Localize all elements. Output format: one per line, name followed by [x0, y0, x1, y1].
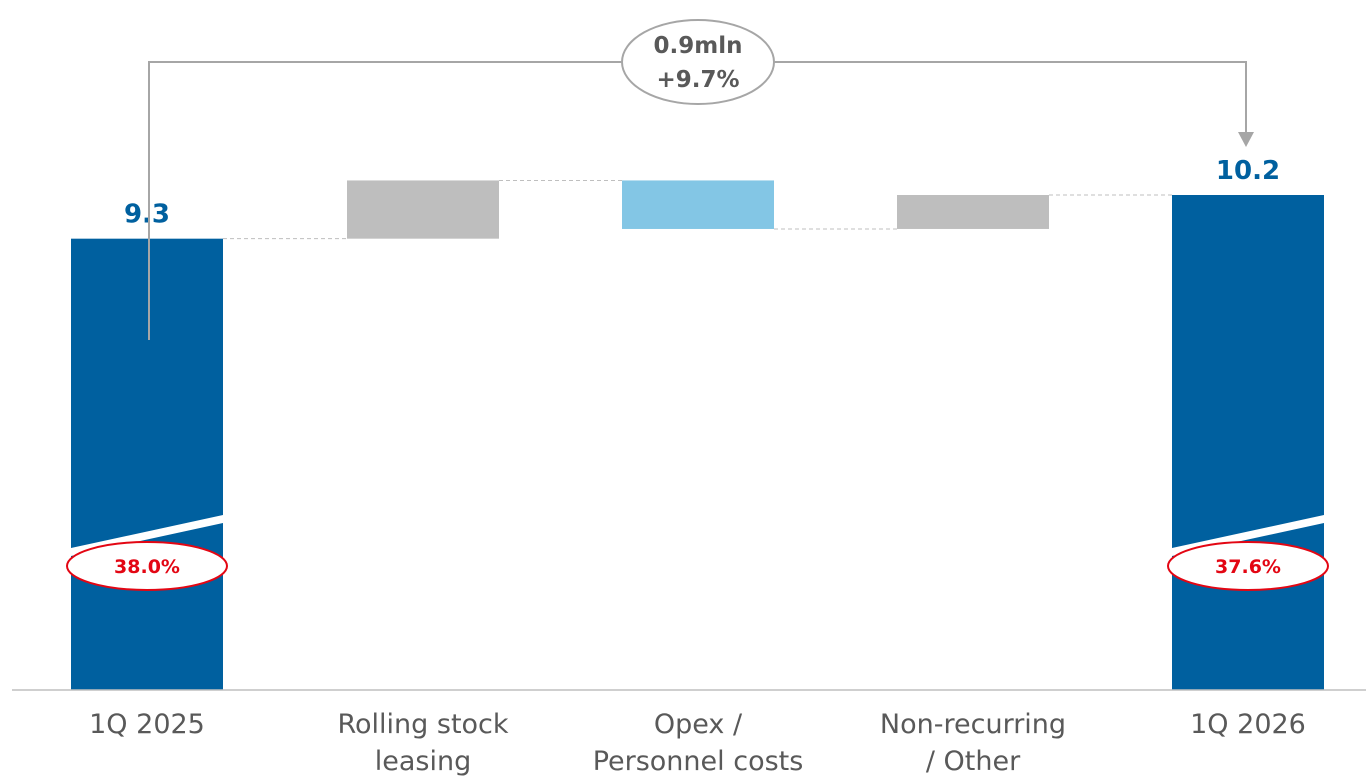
x-tick-label: Personnel costs	[593, 746, 804, 777]
x-tick-label: 1Q 2026	[1190, 709, 1306, 740]
total-value-label: 9.3	[124, 200, 170, 230]
overlays: 38.0% 37.6%	[66, 515, 1329, 591]
total-value-label: 10.2	[1216, 156, 1280, 186]
margin-label: 37.6%	[1215, 556, 1281, 578]
bar-0	[71, 238, 223, 691]
margin-ellipse	[66, 541, 228, 591]
margin-ellipse	[1167, 541, 1329, 591]
x-tick-label: 1Q 2025	[89, 709, 205, 740]
x-tick-label: Opex /	[654, 709, 743, 740]
bracket-left-line	[148, 61, 624, 340]
delta-value-label: 1.2	[402, 296, 445, 324]
bar-4	[1172, 195, 1324, 690]
change-annotation-amount: 0.9mln	[654, 33, 743, 59]
bracket-arrow-head	[1238, 132, 1254, 147]
delta-value-label: 0.7	[952, 311, 995, 339]
bar-1	[347, 180, 499, 239]
x-tick-label: leasing	[375, 746, 471, 777]
x-tick-label: Non-recurring	[880, 709, 1066, 740]
x-tick-label: Rolling stock	[337, 709, 508, 740]
bar-3	[897, 195, 1049, 229]
delta-value-label: (1.0)	[666, 276, 730, 304]
margin-label: 38.0%	[114, 556, 180, 578]
x-tick-label: / Other	[926, 746, 1021, 777]
labels: 9.3 1.2 (1.0) 0.7 10.2	[124, 156, 1280, 339]
change-annotation-percent: +9.7%	[656, 67, 739, 93]
x-axis-labels: 1Q 2025 Rolling stock leasing Opex / Personn…	[89, 709, 1306, 777]
bracket-right-line	[772, 61, 1247, 132]
bars	[71, 180, 1324, 691]
change-annotation-ellipse	[621, 19, 775, 105]
bar-2	[622, 180, 774, 229]
change-bracket: 0.9mln +9.7%	[148, 19, 1254, 340]
